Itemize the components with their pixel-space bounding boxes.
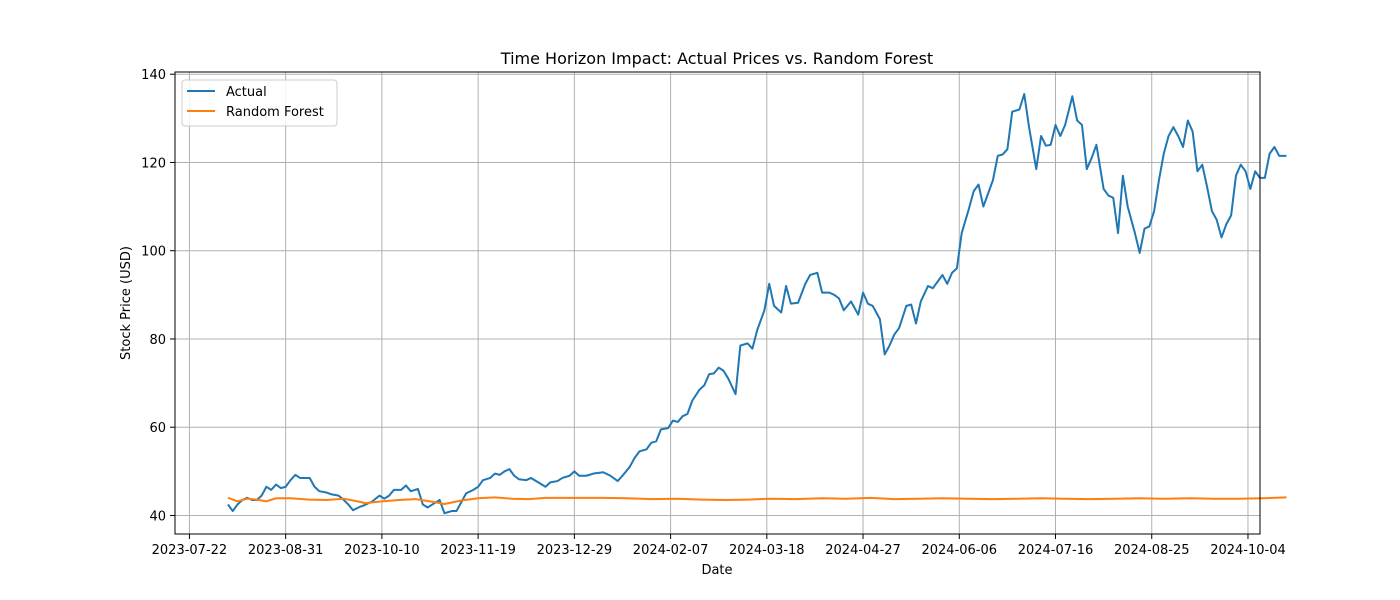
x-tick-label: 2024-07-16 xyxy=(1018,543,1094,558)
y-tick-label: 80 xyxy=(149,333,166,348)
x-tick-label: 2024-03-18 xyxy=(729,543,805,558)
x-tick-label: 2023-07-22 xyxy=(152,543,228,558)
legend: Actual Random Forest xyxy=(181,79,338,127)
series-lines xyxy=(227,93,1287,515)
x-tick-label: 2023-11-19 xyxy=(440,543,516,558)
x-axis-label: Date xyxy=(701,563,732,578)
x-tick-label: 2023-08-31 xyxy=(248,543,324,558)
x-tick-label: 2023-12-29 xyxy=(537,543,613,558)
x-tick-label: 2024-06-06 xyxy=(921,543,997,558)
y-axis-label: Stock Price (USD) xyxy=(119,246,134,360)
x-tick-label: 2024-08-25 xyxy=(1114,543,1190,558)
y-tick-label: 60 xyxy=(149,421,166,436)
legend-box xyxy=(181,79,338,127)
axis-ticks: 2023-07-22 2023-08-31 2023-10-10 2023-11-19… xyxy=(141,68,1286,558)
legend-label-random-forest: Random Forest xyxy=(226,105,324,120)
series-line-actual xyxy=(227,93,1287,515)
y-tick-label: 120 xyxy=(141,156,166,171)
grid xyxy=(175,72,1260,534)
x-tick-label: 2024-04-27 xyxy=(825,543,901,558)
y-tick-label: 40 xyxy=(149,509,166,524)
chart-title: Time Horizon Impact: Actual Prices vs. R… xyxy=(500,49,933,68)
y-tick-label: 140 xyxy=(141,68,166,83)
x-tick-label: 2024-02-07 xyxy=(633,543,709,558)
x-tick-label: 2024-10-04 xyxy=(1210,543,1286,558)
series-line-random-forest xyxy=(227,496,1287,505)
y-tick-label: 100 xyxy=(141,245,166,260)
legend-label-actual: Actual xyxy=(226,85,267,100)
plot-frame xyxy=(174,71,1261,535)
x-tick-label: 2023-10-10 xyxy=(344,543,420,558)
